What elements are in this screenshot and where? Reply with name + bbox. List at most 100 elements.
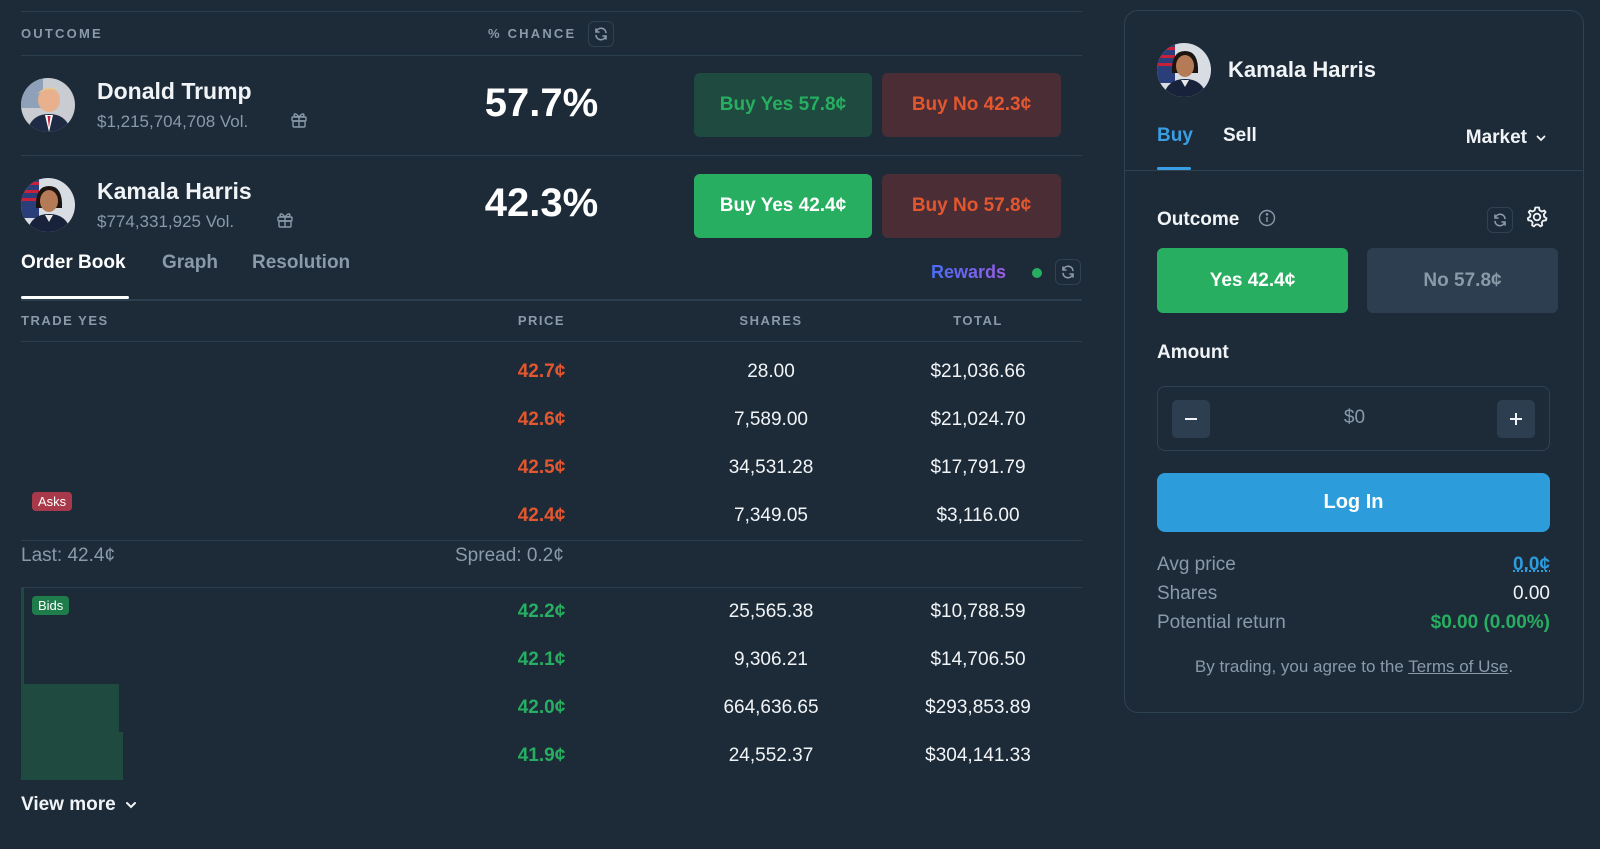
market-name: Kamala Harris	[97, 178, 252, 204]
divider	[21, 55, 1082, 56]
outcome-yes-button[interactable]: Yes 42.4¢	[1157, 248, 1348, 313]
ask-total: $21,024.70	[930, 409, 1026, 430]
potential-return-label: Potential return	[1157, 612, 1286, 633]
bid-row[interactable]: 42.2¢ 25,565.38 $10,788.59	[21, 588, 1082, 636]
bid-shares: 664,636.65	[723, 697, 819, 718]
trading-disclaimer: By trading, you agree to the Terms of Us…	[1125, 657, 1583, 677]
order-type-label: Market	[1465, 127, 1527, 148]
bid-shares: 24,552.37	[728, 745, 814, 766]
market-row-trump[interactable]: Donald Trump $1,215,704,708 Vol. 57.7% B…	[21, 55, 1082, 155]
shares-label: Shares	[1157, 583, 1218, 604]
ask-row[interactable]: 42.5¢ 34,531.28 $17,791.79	[21, 444, 1082, 492]
trade-yes-header: TRADE YES	[21, 313, 109, 328]
rewards-status-dot	[1032, 268, 1042, 278]
trade-panel: Kamala Harris Buy Sell Market Outcome Ye…	[1124, 10, 1584, 713]
buy-no-button[interactable]: Buy No 42.3¢	[882, 73, 1061, 137]
ask-row[interactable]: 42.4¢ 7,349.05 $3,116.00	[21, 492, 1082, 540]
buy-yes-button[interactable]: Buy Yes 42.4¢	[694, 174, 872, 238]
price-header: PRICE	[517, 313, 566, 328]
ask-row[interactable]: 42.7¢ 28.00 $21,036.66	[21, 348, 1082, 396]
bid-price: 42.2¢	[517, 601, 566, 622]
asks-badge: Asks	[32, 492, 73, 511]
last-price: Last: 42.4¢	[21, 545, 116, 566]
bid-depth-bar	[21, 732, 123, 780]
decrement-button[interactable]	[1172, 400, 1210, 438]
increment-button[interactable]	[1497, 400, 1535, 438]
refresh-icon	[1062, 265, 1074, 279]
gift-icon[interactable]	[275, 210, 295, 230]
active-tab-indicator	[1157, 167, 1191, 170]
market-row-harris[interactable]: Kamala Harris $774,331,925 Vol. 42.3% Bu…	[21, 155, 1082, 255]
disclaimer-text: By trading, you agree to the	[1194, 657, 1404, 676]
amount-label: Amount	[1157, 342, 1229, 363]
amount-value[interactable]: $0	[1343, 407, 1366, 428]
bid-total: $293,853.89	[925, 697, 1031, 718]
bid-row[interactable]: 42.1¢ 9,306.21 $14,706.50	[21, 636, 1082, 684]
ask-shares: 7,349.05	[734, 505, 808, 526]
bid-total: $14,706.50	[930, 649, 1026, 670]
market-volume: $1,215,704,708 Vol.	[97, 112, 249, 131]
bid-row[interactable]: 41.9¢ 24,552.37 $304,141.33	[21, 732, 1082, 780]
login-button[interactable]: Log In	[1157, 473, 1550, 532]
chevron-down-icon	[1536, 135, 1546, 142]
shares-value: 0.00	[1513, 583, 1550, 604]
outcome-column-header: OUTCOME	[21, 26, 103, 41]
view-more-label: View more	[21, 794, 116, 815]
ask-price: 42.5¢	[517, 457, 566, 478]
info-icon[interactable]	[1258, 209, 1276, 227]
view-more-button[interactable]: View more	[21, 794, 138, 816]
buy-yes-button[interactable]: Buy Yes 57.8¢	[694, 73, 872, 137]
spread-row: Last: 42.4¢ Spread: 0.2¢	[21, 540, 1082, 584]
shares-header: SHARES	[739, 313, 803, 328]
bid-shares: 9,306.21	[734, 649, 808, 670]
tab-order-book[interactable]: Order Book	[21, 252, 126, 273]
amount-input[interactable]: $0	[1157, 386, 1550, 451]
ask-total: $21,036.66	[930, 361, 1026, 382]
buy-no-button[interactable]: Buy No 57.8¢	[882, 174, 1061, 238]
gift-icon[interactable]	[289, 110, 309, 130]
terms-of-use-link[interactable]: Terms of Use	[1408, 657, 1509, 676]
order-type-dropdown[interactable]: Market	[1466, 127, 1547, 149]
market-chance: 42.3%	[484, 181, 599, 225]
rewards-link[interactable]: Rewards	[931, 262, 1007, 282]
plus-icon	[1510, 413, 1522, 425]
ask-shares: 28.00	[747, 361, 795, 382]
bid-row[interactable]: 42.0¢ 664,636.65 $293,853.89	[21, 684, 1082, 732]
ask-row[interactable]: 42.6¢ 7,589.00 $21,024.70	[21, 396, 1082, 444]
outcomes-table-header: OUTCOME % CHANCE	[21, 21, 1082, 47]
refresh-outcome-button[interactable]	[1487, 207, 1513, 233]
refresh-chance-button[interactable]	[588, 21, 614, 47]
outcome-no-button[interactable]: No 57.8¢	[1367, 248, 1558, 313]
bid-depth-bar	[21, 684, 119, 732]
bid-price: 41.9¢	[517, 745, 566, 766]
refresh-icon	[595, 27, 607, 41]
bid-price: 42.0¢	[517, 697, 566, 718]
panel-market-name: Kamala Harris	[1228, 57, 1376, 82]
active-tab-indicator	[21, 296, 129, 299]
divider	[21, 11, 1082, 12]
bid-depth-bar	[21, 588, 24, 684]
ask-shares: 7,589.00	[734, 409, 808, 430]
divider	[21, 155, 1082, 156]
avg-price-value[interactable]: 0.0¢	[1513, 554, 1550, 575]
gear-icon[interactable]	[1525, 205, 1549, 229]
market-name: Donald Trump	[97, 78, 252, 104]
disclaimer-period: .	[1508, 657, 1514, 676]
chevron-down-icon	[125, 802, 136, 809]
divider	[21, 540, 1082, 541]
tab-graph[interactable]: Graph	[162, 252, 218, 273]
ask-total: $3,116.00	[936, 505, 1020, 526]
tab-resolution[interactable]: Resolution	[252, 252, 351, 273]
bids-badge: Bids	[32, 596, 70, 615]
outcome-label: Outcome	[1157, 209, 1240, 230]
market-volume: $774,331,925 Vol.	[97, 212, 235, 231]
bid-price: 42.1¢	[517, 649, 566, 670]
refresh-orderbook-button[interactable]	[1055, 259, 1081, 285]
trump-avatar	[21, 78, 75, 132]
tab-sell[interactable]: Sell	[1223, 125, 1257, 146]
bid-total: $304,141.33	[925, 745, 1031, 766]
total-header: TOTAL	[953, 313, 1003, 328]
potential-return-row: Potential return $0.00 (0.00%)	[1157, 612, 1550, 638]
tab-buy[interactable]: Buy	[1157, 125, 1193, 146]
bid-shares: 25,565.38	[728, 601, 814, 622]
